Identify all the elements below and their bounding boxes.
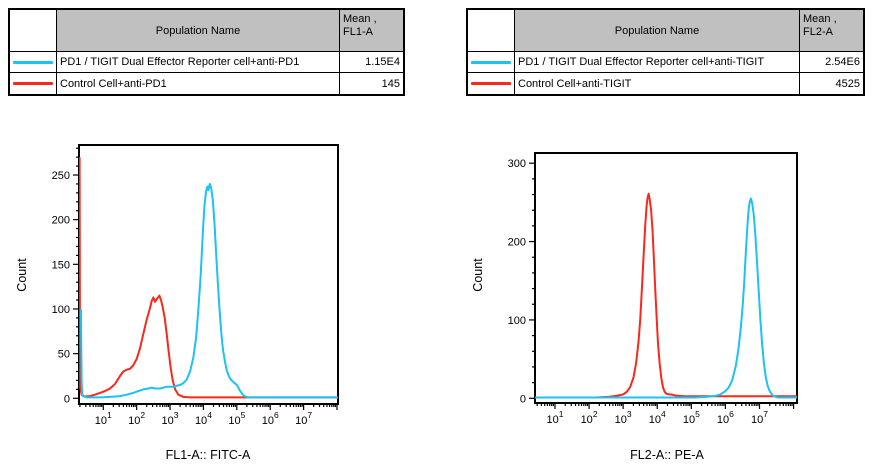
x-tick-label: 106	[717, 409, 734, 426]
population-name: PD1 / TIGIT Dual Effector Reporter cell+…	[515, 52, 800, 73]
mean-value: 2.54E6	[800, 52, 863, 73]
legend-corner-cell	[10, 10, 57, 52]
series-swatch-red	[13, 82, 53, 85]
histogram-curve	[79, 157, 338, 399]
x-tick-label: 104	[649, 409, 666, 426]
x-tick-label: 102	[581, 409, 598, 426]
series-swatch-cell	[468, 73, 515, 94]
x-tick-label: 105	[683, 409, 700, 426]
x-tick-label: 107	[295, 410, 312, 427]
y-tick-label: 250	[52, 170, 70, 182]
x-tick-label: 103	[162, 410, 179, 427]
y-tick-label: 0	[520, 393, 526, 405]
population-name-header: Population Name	[57, 10, 340, 52]
histogram-curves	[535, 192, 797, 399]
y-tick-label: 150	[52, 259, 70, 271]
x-tick-label: 101	[95, 410, 112, 427]
x-axis-label: FL2-A:: PE-A	[630, 448, 704, 462]
legend-table-fl1: Population Name Mean , FL1-A PD1 / TIGIT…	[8, 8, 405, 96]
histogram-curve	[535, 192, 797, 399]
series-swatch-cell	[10, 52, 57, 73]
mean-value: 4525	[835, 77, 860, 90]
histogram-curve	[535, 197, 797, 399]
series-swatch-cyan	[13, 60, 53, 64]
mean-header-line2: FL1-A	[343, 26, 373, 38]
y-tick-label: 100	[52, 304, 70, 316]
histogram-curve	[79, 182, 338, 399]
histogram-plot-fl1: 101 102 103 104 105 106 107 0 50 100 150 200 250 FL1-…	[15, 144, 339, 462]
legend-table-fl2: Population Name Mean , FL2-A PD1 / TIGIT…	[466, 8, 865, 96]
tick-labels: 101 102 103 104 105 106 107 0 100 200 300	[508, 158, 769, 426]
tick-labels: 101 102 103 104 105 106 107 0 50 100 150 200 250	[52, 170, 313, 427]
mean-header-line2: FL2-A	[803, 26, 833, 38]
y-axis-label: Count	[471, 258, 485, 292]
x-axis-label: FL1-A:: FITC-A	[166, 448, 251, 462]
x-tick-label: 102	[128, 410, 145, 427]
mean-value: 145	[381, 77, 400, 90]
y-tick-label: 100	[508, 315, 526, 327]
series-swatch-cell	[10, 73, 57, 94]
population-name: PD1 / TIGIT Dual Effector Reporter cell+…	[57, 52, 340, 73]
mean-header: Mean , FL1-A	[340, 10, 403, 52]
x-tick-label: 104	[195, 410, 212, 427]
legend-corner-cell	[468, 10, 515, 52]
x-tick-label: 103	[615, 409, 632, 426]
y-tick-label: 300	[508, 158, 526, 170]
mean-header-line1: Mean ,	[343, 13, 377, 25]
axis-ticks	[73, 147, 338, 410]
x-tick-label: 107	[751, 409, 768, 426]
plot-frame	[534, 152, 798, 404]
series-swatch-cyan	[471, 60, 511, 64]
population-name: Control Cell+anti-PD1	[57, 73, 340, 94]
population-name: Control Cell+anti-TIGIT	[515, 73, 800, 94]
y-tick-label: 50	[58, 349, 70, 361]
mean-value: 1.15E4	[340, 52, 403, 73]
y-axis-label: Count	[15, 258, 29, 292]
y-tick-label: 0	[64, 393, 70, 405]
series-swatch-cell	[468, 52, 515, 73]
x-tick-label: 106	[262, 410, 279, 427]
y-tick-label: 200	[52, 215, 70, 227]
population-name-header: Population Name	[515, 10, 800, 52]
mean-header: Mean , FL2-A	[800, 10, 863, 52]
histogram-curves	[79, 157, 338, 399]
mean-header-line1: Mean ,	[803, 13, 837, 25]
series-swatch-red	[471, 82, 511, 85]
x-tick-label: 105	[228, 410, 245, 427]
x-tick-label: 101	[546, 409, 563, 426]
y-tick-label: 200	[508, 237, 526, 249]
plot-frame	[78, 144, 339, 405]
